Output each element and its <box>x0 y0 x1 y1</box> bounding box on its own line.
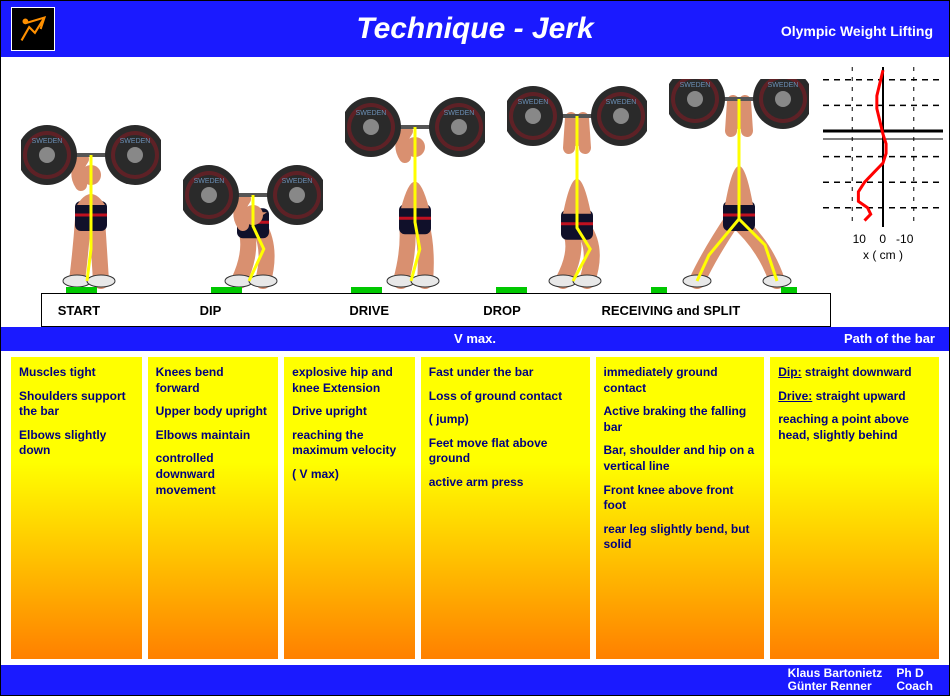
lifter-figure: SWEDEN SWEDEN <box>345 89 485 289</box>
page-title: Technique - Jerk <box>356 12 593 46</box>
svg-text:SWEDEN: SWEDEN <box>194 178 225 185</box>
mid-bar-right-label: Path of the bar <box>844 331 935 346</box>
footer-names: Klaus Bartonietz Günter Renner <box>788 667 883 693</box>
column-line: Drive: straight upward <box>778 389 931 405</box>
svg-text:SWEDEN: SWEDEN <box>356 110 387 117</box>
column-line: Muscles tight <box>19 365 134 381</box>
column-line: ( V max) <box>292 467 407 483</box>
column-line: controlled downward movement <box>156 451 271 498</box>
author-name: Günter Renner <box>788 680 883 693</box>
mid-bar: V max. Path of the bar <box>1 327 949 351</box>
lifter-figure: SWEDEN SWEDEN <box>21 99 161 289</box>
column-line: Fast under the bar <box>429 365 582 381</box>
column-line: Dip: straight downward <box>778 365 931 381</box>
phase-label: DRIVE <box>349 303 389 318</box>
svg-text:SWEDEN: SWEDEN <box>32 138 63 145</box>
svg-text:SWEDEN: SWEDEN <box>120 138 151 145</box>
description-columns: Muscles tight Shoulders support the bar El… <box>1 351 949 665</box>
svg-text:SWEDEN: SWEDEN <box>680 82 711 89</box>
column-line: Elbows maintain <box>156 428 271 444</box>
footer-roles: Ph D Coach <box>896 667 933 693</box>
column-line: Front knee above front foot <box>604 483 757 514</box>
column-line: active arm press <box>429 475 582 491</box>
description-column: Dip: straight downward Drive: straight up… <box>770 357 939 659</box>
tick: 0 <box>879 232 886 246</box>
description-column: Muscles tight Shoulders support the bar El… <box>11 357 142 659</box>
column-line: Upper body upright <box>156 404 271 420</box>
phase-label: DROP <box>483 303 521 318</box>
phase-label-box: START DIP DRIVE DROP RECEIVING and SPLIT <box>41 293 831 327</box>
column-line: Loss of ground contact <box>429 389 582 405</box>
page: Technique - Jerk Olympic Weight Lifting … <box>0 0 950 696</box>
svg-text:SWEDEN: SWEDEN <box>282 178 313 185</box>
figure-row: SWEDEN SWEDEN SWEDEN SWEDEN <box>21 89 809 289</box>
column-line: rear leg slightly bend, but solid <box>604 522 757 553</box>
logo-icon <box>11 7 55 51</box>
column-line: Shoulders support the bar <box>19 389 134 420</box>
page-subtitle: Olympic Weight Lifting <box>781 23 933 39</box>
footer-bar: Klaus Bartonietz Günter Renner Ph D Coac… <box>1 665 949 695</box>
svg-text:SWEDEN: SWEDEN <box>518 99 549 106</box>
column-line: Drive upright <box>292 404 407 420</box>
column-line: Bar, shoulder and hip on a vertical line <box>604 443 757 474</box>
graph-x-axis-label: x ( cm ) <box>823 248 943 262</box>
tick: 10 <box>853 232 866 246</box>
phase-label: RECEIVING and SPLIT <box>601 303 740 318</box>
bar-path-graph: 10 0 -10 x ( cm ) <box>823 67 943 277</box>
column-line: Knees bend forward <box>156 365 271 396</box>
graph-x-ticks: 10 0 -10 <box>823 232 943 246</box>
description-column: explosive hip and knee Extension Drive up… <box>284 357 415 659</box>
column-line: immediately ground contact <box>604 365 757 396</box>
author-role: Coach <box>896 680 933 693</box>
svg-text:SWEDEN: SWEDEN <box>606 99 637 106</box>
column-line: ( jump) <box>429 412 582 428</box>
mid-bar-center-label: V max. <box>454 331 496 346</box>
tick: -10 <box>896 232 913 246</box>
description-column: Knees bend forward Upper body upright Elbo… <box>148 357 279 659</box>
header-bar: Technique - Jerk Olympic Weight Lifting <box>1 1 949 57</box>
description-column: immediately ground contact Active braking… <box>596 357 765 659</box>
column-line: reaching the maximum velocity <box>292 428 407 459</box>
description-column: Fast under the bar Loss of ground contact… <box>421 357 590 659</box>
column-line: reaching a point above head, slightly be… <box>778 412 931 443</box>
phase-label: DIP <box>200 303 222 318</box>
column-line: Feet move flat above ground <box>429 436 582 467</box>
column-line: Active braking the falling bar <box>604 404 757 435</box>
lifter-figure: SWEDEN SWEDEN <box>507 84 647 289</box>
phase-label: START <box>58 303 100 318</box>
svg-text:SWEDEN: SWEDEN <box>768 82 799 89</box>
lifter-figure: SWEDEN SWEDEN <box>669 79 809 289</box>
svg-text:SWEDEN: SWEDEN <box>444 110 475 117</box>
stage-area: SWEDEN SWEDEN SWEDEN SWEDEN <box>1 57 949 327</box>
lifter-figure: SWEDEN SWEDEN <box>183 119 323 289</box>
column-line: explosive hip and knee Extension <box>292 365 407 396</box>
column-line: Elbows slightly down <box>19 428 134 459</box>
